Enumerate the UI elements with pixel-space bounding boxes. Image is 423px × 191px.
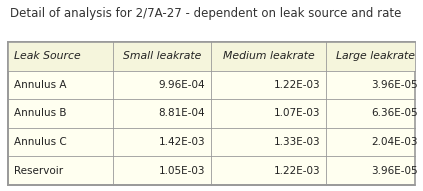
Bar	[8, 42, 415, 185]
Text: Annulus C: Annulus C	[14, 137, 67, 147]
Text: 1.07E-03: 1.07E-03	[274, 108, 320, 118]
Text: 3.96E-05: 3.96E-05	[371, 80, 418, 90]
Text: Medium leakrate: Medium leakrate	[222, 51, 314, 61]
Text: Small leakrate: Small leakrate	[123, 51, 201, 61]
Text: Annulus B: Annulus B	[14, 108, 66, 118]
Text: 3.96E-05: 3.96E-05	[371, 166, 418, 176]
Text: Annulus A: Annulus A	[14, 80, 66, 90]
Text: Leak Source: Leak Source	[14, 51, 81, 61]
Text: 1.22E-03: 1.22E-03	[273, 166, 320, 176]
Text: 2.04E-03: 2.04E-03	[371, 137, 418, 147]
Text: Large leakrate: Large leakrate	[335, 51, 415, 61]
Text: 9.96E-04: 9.96E-04	[158, 80, 205, 90]
Bar	[8, 42, 415, 71]
Text: 1.22E-03: 1.22E-03	[273, 80, 320, 90]
Text: 1.33E-03: 1.33E-03	[273, 137, 320, 147]
Text: 8.81E-04: 8.81E-04	[158, 108, 205, 118]
Text: 1.05E-03: 1.05E-03	[159, 166, 205, 176]
Text: 6.36E-05: 6.36E-05	[371, 108, 418, 118]
Text: Detail of analysis for 2/7A-27 - dependent on leak source and rate: Detail of analysis for 2/7A-27 - depende…	[10, 6, 401, 19]
Text: 1.42E-03: 1.42E-03	[158, 137, 205, 147]
Text: Reservoir: Reservoir	[14, 166, 63, 176]
